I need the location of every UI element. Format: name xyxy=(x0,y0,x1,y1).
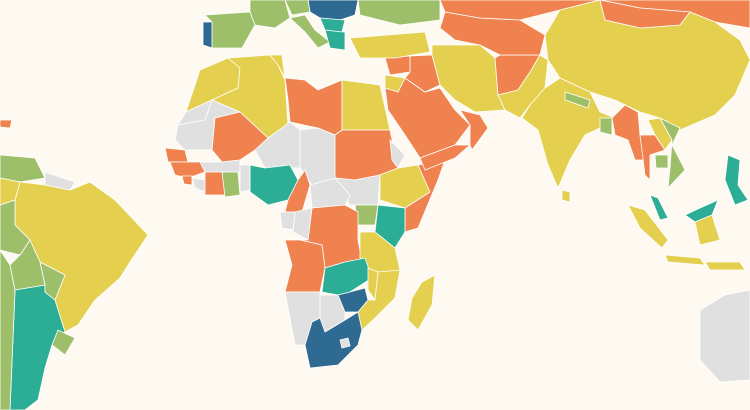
region-portugal[interactable] xyxy=(202,21,213,49)
region-malaysia[interactable] xyxy=(649,194,669,221)
region-guyana[interactable] xyxy=(44,171,76,191)
region-sulawesi[interactable] xyxy=(694,214,721,246)
region-lesotho[interactable] xyxy=(339,337,351,349)
region-benin[interactable] xyxy=(239,164,251,193)
region-zimbabwe[interactable] xyxy=(337,287,369,313)
region-sumatra[interactable] xyxy=(627,204,669,249)
region-balkans[interactable] xyxy=(307,0,359,21)
region-yemen[interactable] xyxy=(419,144,471,171)
region-guinea[interactable] xyxy=(169,161,206,179)
region-eritrea[interactable] xyxy=(389,139,406,169)
region-south-africa[interactable] xyxy=(304,311,363,369)
region-ukraine[interactable] xyxy=(357,0,441,26)
region-uganda[interactable] xyxy=(354,204,379,226)
region-zambia[interactable] xyxy=(321,257,373,296)
region-kenya[interactable] xyxy=(374,204,406,249)
region-turkey[interactable] xyxy=(349,31,431,59)
region-car[interactable] xyxy=(309,177,351,209)
region-syria[interactable] xyxy=(384,55,411,76)
region-egypt[interactable] xyxy=(341,79,391,131)
region-jordan[interactable] xyxy=(384,74,406,93)
region-bangladesh[interactable] xyxy=(599,117,613,136)
region-liberia[interactable] xyxy=(191,177,206,193)
region-madagascar[interactable] xyxy=(407,274,436,331)
region-chile[interactable] xyxy=(0,249,16,410)
region-philippines[interactable] xyxy=(724,154,749,206)
region-mongolia[interactable] xyxy=(599,0,691,29)
region-somalia[interactable] xyxy=(404,159,446,233)
region-vietnam[interactable] xyxy=(659,117,686,189)
region-colombia[interactable] xyxy=(0,177,21,206)
region-gabon[interactable] xyxy=(279,211,296,231)
region-burkina-faso[interactable] xyxy=(199,159,241,173)
region-java[interactable] xyxy=(664,254,706,266)
region-angola[interactable] xyxy=(284,239,326,293)
region-sri-lanka[interactable] xyxy=(561,189,571,203)
region-cambodia[interactable] xyxy=(654,154,669,169)
region-senegal[interactable] xyxy=(164,147,189,163)
region-iran[interactable] xyxy=(431,44,506,113)
region-laos[interactable] xyxy=(647,117,673,151)
region-australia[interactable] xyxy=(699,289,750,383)
region-myanmar[interactable] xyxy=(611,104,646,161)
region-sierra-leone[interactable] xyxy=(181,175,193,186)
region-oman[interactable] xyxy=(459,109,489,151)
region-france[interactable] xyxy=(249,0,291,29)
region-ghana[interactable] xyxy=(221,171,241,198)
region-borneo-malaysia[interactable] xyxy=(684,199,719,223)
region-india[interactable] xyxy=(521,77,616,189)
region-mali[interactable] xyxy=(211,111,269,163)
region-greece[interactable] xyxy=(324,29,346,51)
region-spain[interactable] xyxy=(204,11,256,49)
region-nepal[interactable] xyxy=(564,91,591,109)
region-papua[interactable] xyxy=(704,261,746,271)
region-romania[interactable] xyxy=(319,17,346,33)
region-germany[interactable] xyxy=(284,0,311,16)
region-caribbean-island[interactable] xyxy=(0,119,13,129)
region-uruguay[interactable] xyxy=(51,329,76,356)
region-venezuela[interactable] xyxy=(0,154,46,183)
